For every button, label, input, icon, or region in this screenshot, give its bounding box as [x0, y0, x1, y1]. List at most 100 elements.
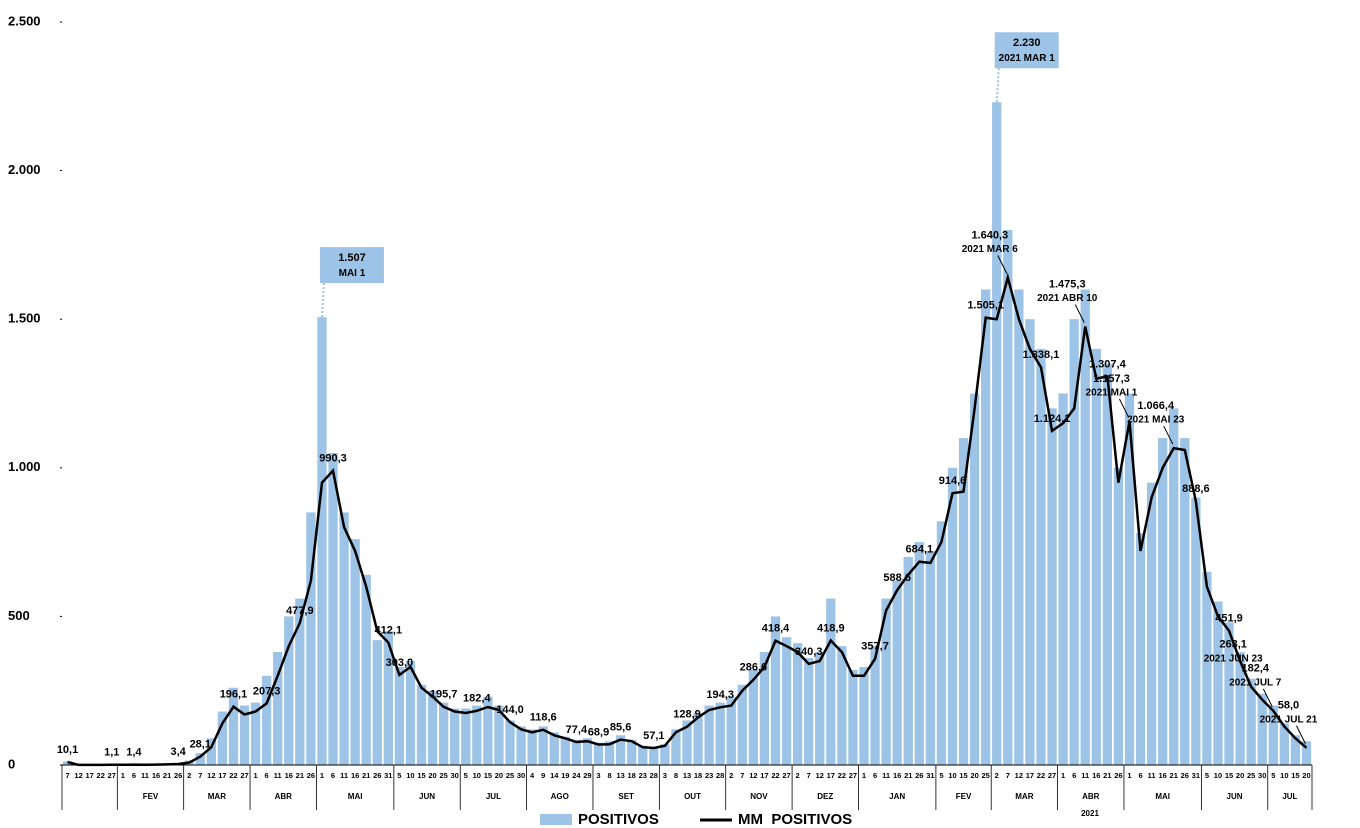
bar	[394, 666, 405, 765]
bar	[981, 289, 991, 765]
line-value-label: 1.066,4	[1137, 400, 1175, 412]
x-tick-label: 22	[771, 771, 779, 780]
x-tick-label: 31	[1192, 771, 1200, 780]
label-arrow	[1296, 725, 1306, 744]
x-tick-label: 24	[572, 771, 581, 780]
line-value-label: 182,4	[1242, 663, 1270, 675]
x-tick-label: 5	[464, 771, 468, 780]
line-value-label: 1,1	[104, 747, 119, 759]
bar	[1146, 482, 1157, 765]
x-tick-label: 16	[152, 771, 160, 780]
x-tick-label: 27	[782, 771, 790, 780]
x-tick-label: 27	[1048, 771, 1056, 780]
x-tick-label: 6	[873, 771, 877, 780]
bar	[715, 702, 725, 765]
month-label: JUL	[486, 792, 501, 801]
x-tick-label: 27	[849, 771, 857, 780]
x-tick-label: 5	[1205, 771, 1209, 780]
bar	[1102, 363, 1112, 765]
x-tick-label: 30	[1258, 771, 1266, 780]
x-tick-label: 18	[628, 771, 636, 780]
x-tick-label: 19	[561, 771, 569, 780]
legend-label: POSITIVOS	[578, 811, 659, 828]
month-label: FEV	[956, 792, 972, 801]
bar	[1279, 723, 1289, 765]
x-tick-label: 1	[862, 771, 866, 780]
month-label: JUL	[1282, 792, 1297, 801]
bar	[571, 739, 582, 765]
bar	[826, 598, 836, 765]
bar	[372, 640, 382, 765]
bar	[1213, 601, 1223, 765]
x-tick-label: 18	[694, 771, 702, 780]
bar	[1268, 705, 1278, 765]
bar	[947, 467, 958, 765]
x-tick-label: 16	[893, 771, 901, 780]
line-value-label: 118,6	[530, 712, 557, 724]
label-arrow	[997, 255, 1008, 274]
bar	[627, 739, 637, 765]
bar	[660, 744, 670, 765]
bar	[925, 551, 936, 765]
bar	[848, 669, 858, 765]
bar	[1025, 319, 1035, 765]
line-value-label: 194,3	[706, 689, 734, 701]
bar	[527, 729, 537, 765]
x-tick-label: 14	[550, 771, 559, 780]
bar	[781, 637, 792, 765]
y-tick-label: 2.500	[8, 13, 41, 28]
x-tick-label: 15	[417, 771, 425, 780]
x-tick-label: 30	[517, 771, 525, 780]
bar	[416, 684, 427, 765]
bar	[1290, 735, 1301, 765]
bar	[748, 669, 759, 765]
x-tick-label: 5	[939, 771, 943, 780]
line-value-label: 588,6	[883, 572, 911, 584]
x-tick-label: 21	[362, 771, 370, 780]
line-value-label: 77,4	[566, 724, 588, 736]
bar	[195, 753, 205, 765]
x-tick-label: 6	[1138, 771, 1142, 780]
bar	[538, 726, 548, 765]
bar	[804, 658, 814, 765]
label-arrow	[1074, 304, 1085, 323]
x-tick-label: 21	[1103, 771, 1111, 780]
x-tick-label: 28	[650, 771, 658, 780]
x-tick-label: 6	[1072, 771, 1076, 780]
bar	[361, 574, 371, 765]
x-tick-label: 10	[406, 771, 414, 780]
bar	[1191, 497, 1201, 765]
line-label-note: 2021 MAI 1	[1086, 388, 1138, 399]
x-tick-label: 7	[807, 771, 811, 780]
x-tick-label: 6	[331, 771, 335, 780]
callout-arrow	[320, 283, 325, 318]
month-label: ABR	[1082, 792, 1100, 801]
bar	[206, 738, 216, 765]
bar	[1301, 741, 1312, 765]
bar	[1246, 678, 1256, 765]
bar	[494, 705, 504, 765]
x-tick-label: 6	[265, 771, 269, 780]
bar	[649, 747, 659, 765]
x-tick-label: 20	[970, 771, 978, 780]
bar	[870, 646, 880, 765]
x-tick-label: 25	[439, 771, 447, 780]
line-label-note: 2021 MAI 23	[1127, 415, 1185, 426]
bar	[1124, 393, 1135, 765]
bar	[250, 702, 261, 765]
month-label: MAR	[1015, 792, 1033, 801]
x-tick-label: 29	[583, 771, 591, 780]
bar	[438, 702, 449, 765]
bar	[693, 712, 703, 765]
x-tick-label: 31	[926, 771, 934, 780]
month-label: NOV	[750, 792, 768, 801]
x-tick-label: 11	[1081, 771, 1089, 780]
x-tick-label: 17	[1026, 771, 1034, 780]
x-tick-label: 27	[108, 771, 116, 780]
bar	[1058, 393, 1068, 765]
bar	[759, 652, 770, 765]
line-value-label: 58,0	[1278, 700, 1299, 712]
bar	[770, 616, 781, 765]
year-label: 2021	[1081, 809, 1099, 818]
